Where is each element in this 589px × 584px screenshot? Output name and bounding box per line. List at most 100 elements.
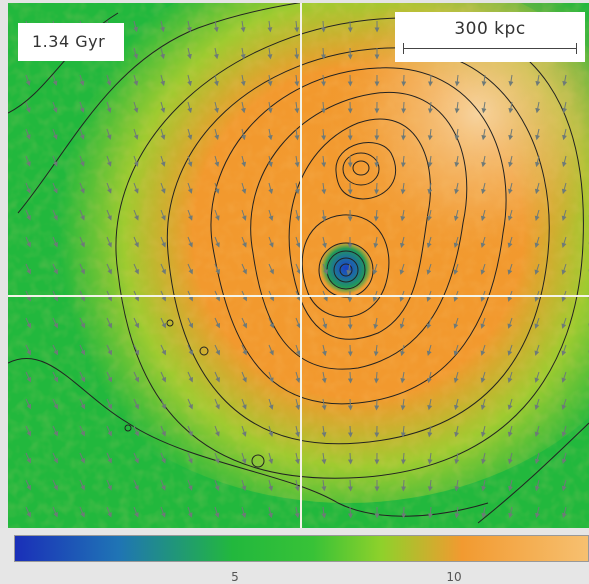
velocity-arrow <box>268 344 274 356</box>
velocity-arrow <box>25 344 32 356</box>
velocity-arrow <box>480 236 486 248</box>
velocity-arrow <box>133 20 139 33</box>
velocity-arrow <box>453 317 459 329</box>
velocity-arrow <box>133 128 139 140</box>
velocity-arrow <box>267 155 273 168</box>
velocity-arrow <box>294 101 300 114</box>
velocity-arrow <box>268 236 274 248</box>
velocity-arrow <box>241 263 247 275</box>
velocity-arrow <box>187 155 193 167</box>
velocity-arrow <box>427 209 432 222</box>
velocity-arrow <box>79 506 85 518</box>
velocity-arrow <box>79 317 85 329</box>
velocity-arrow <box>106 74 112 87</box>
velocity-arrow <box>400 344 405 357</box>
velocity-arrow <box>535 128 541 141</box>
velocity-arrow <box>400 398 406 411</box>
velocity-arrow <box>25 425 31 437</box>
velocity-arrow <box>160 182 166 194</box>
velocity-arrow <box>534 182 540 195</box>
velocity-arrow <box>561 479 567 492</box>
velocity-arrow <box>454 506 460 519</box>
velocity-arrow <box>241 182 247 195</box>
temperature-map: 1.34 Gyr 300 kpc <box>8 3 589 528</box>
velocity-arrow <box>187 425 193 437</box>
velocity-arrow <box>508 155 513 168</box>
velocity-arrow <box>187 236 193 248</box>
scale-bar-box: 300 kpc <box>395 12 585 62</box>
velocity-arrow <box>268 398 274 410</box>
velocity-arrow <box>214 182 220 194</box>
velocity-arrow <box>160 344 167 356</box>
velocity-arrow <box>133 101 139 113</box>
velocity-arrow <box>454 182 460 195</box>
velocity-arrow <box>399 317 405 330</box>
velocity-arrow <box>427 128 433 141</box>
velocity-arrow <box>426 344 432 357</box>
velocity-arrow <box>534 479 540 492</box>
velocity-arrow <box>534 344 540 356</box>
velocity-arrow <box>267 101 273 114</box>
velocity-arrow <box>106 479 112 491</box>
velocity-arrow <box>373 317 379 330</box>
velocity-arrow <box>52 236 58 248</box>
velocity-arrow <box>52 101 58 113</box>
velocity-arrow <box>160 371 166 383</box>
velocity-arrow <box>160 20 165 33</box>
velocity-arrow <box>187 101 193 114</box>
velocity-arrow <box>481 128 487 141</box>
velocity-arrow <box>427 452 433 465</box>
velocity-arrow <box>52 398 58 410</box>
velocity-arrow <box>400 182 406 195</box>
velocity-arrow <box>52 182 58 194</box>
velocity-arrow <box>160 128 166 140</box>
velocity-arrow <box>321 371 327 384</box>
velocity-arrow <box>187 479 193 491</box>
time-label-box: 1.34 Gyr <box>18 23 124 61</box>
velocity-arrow <box>25 263 31 275</box>
velocity-arrow <box>401 479 407 492</box>
velocity-arrow <box>240 101 246 114</box>
velocity-arrow <box>133 155 139 167</box>
velocity-arrow <box>25 398 32 410</box>
velocity-arrow <box>294 182 300 195</box>
velocity-arrow <box>214 371 220 383</box>
velocity-arrow <box>241 317 247 329</box>
velocity-arrow <box>241 398 247 410</box>
velocity-arrow <box>561 344 567 356</box>
velocity-arrow <box>295 209 301 222</box>
velocity-arrow <box>347 398 353 411</box>
velocity-arrow <box>52 155 58 167</box>
velocity-arrow <box>79 371 86 383</box>
velocity-arrow <box>295 317 301 329</box>
velocity-arrow <box>160 209 166 221</box>
velocity-arrow <box>562 101 568 114</box>
velocity-arrow <box>241 371 247 383</box>
velocity-arrow <box>79 344 86 356</box>
velocity-arrow <box>400 371 406 384</box>
velocity-arrow <box>534 263 540 275</box>
velocity-arrow <box>133 209 139 221</box>
velocity-arrow <box>427 479 433 492</box>
velocity-arrow <box>160 452 166 464</box>
velocity-arrow <box>160 398 166 410</box>
velocity-arrow <box>106 209 112 221</box>
velocity-arrow <box>481 74 487 87</box>
velocity-arrow <box>25 236 31 248</box>
velocity-arrow <box>427 74 433 87</box>
velocity-arrow <box>241 479 247 492</box>
velocity-arrow <box>561 182 567 195</box>
velocity-arrow <box>133 506 139 518</box>
velocity-arrow <box>453 263 459 275</box>
velocity-arrow <box>507 182 513 195</box>
velocity-arrow <box>454 452 460 465</box>
velocity-arrow <box>268 182 274 195</box>
velocity-arrow <box>294 506 300 519</box>
velocity-arrow <box>346 263 352 276</box>
velocity-arrow <box>481 155 487 168</box>
velocity-arrow <box>79 479 85 491</box>
velocity-arrow <box>25 506 31 518</box>
velocity-arrow <box>454 155 460 168</box>
velocity-arrow <box>400 209 406 222</box>
velocity-arrow <box>214 263 220 275</box>
